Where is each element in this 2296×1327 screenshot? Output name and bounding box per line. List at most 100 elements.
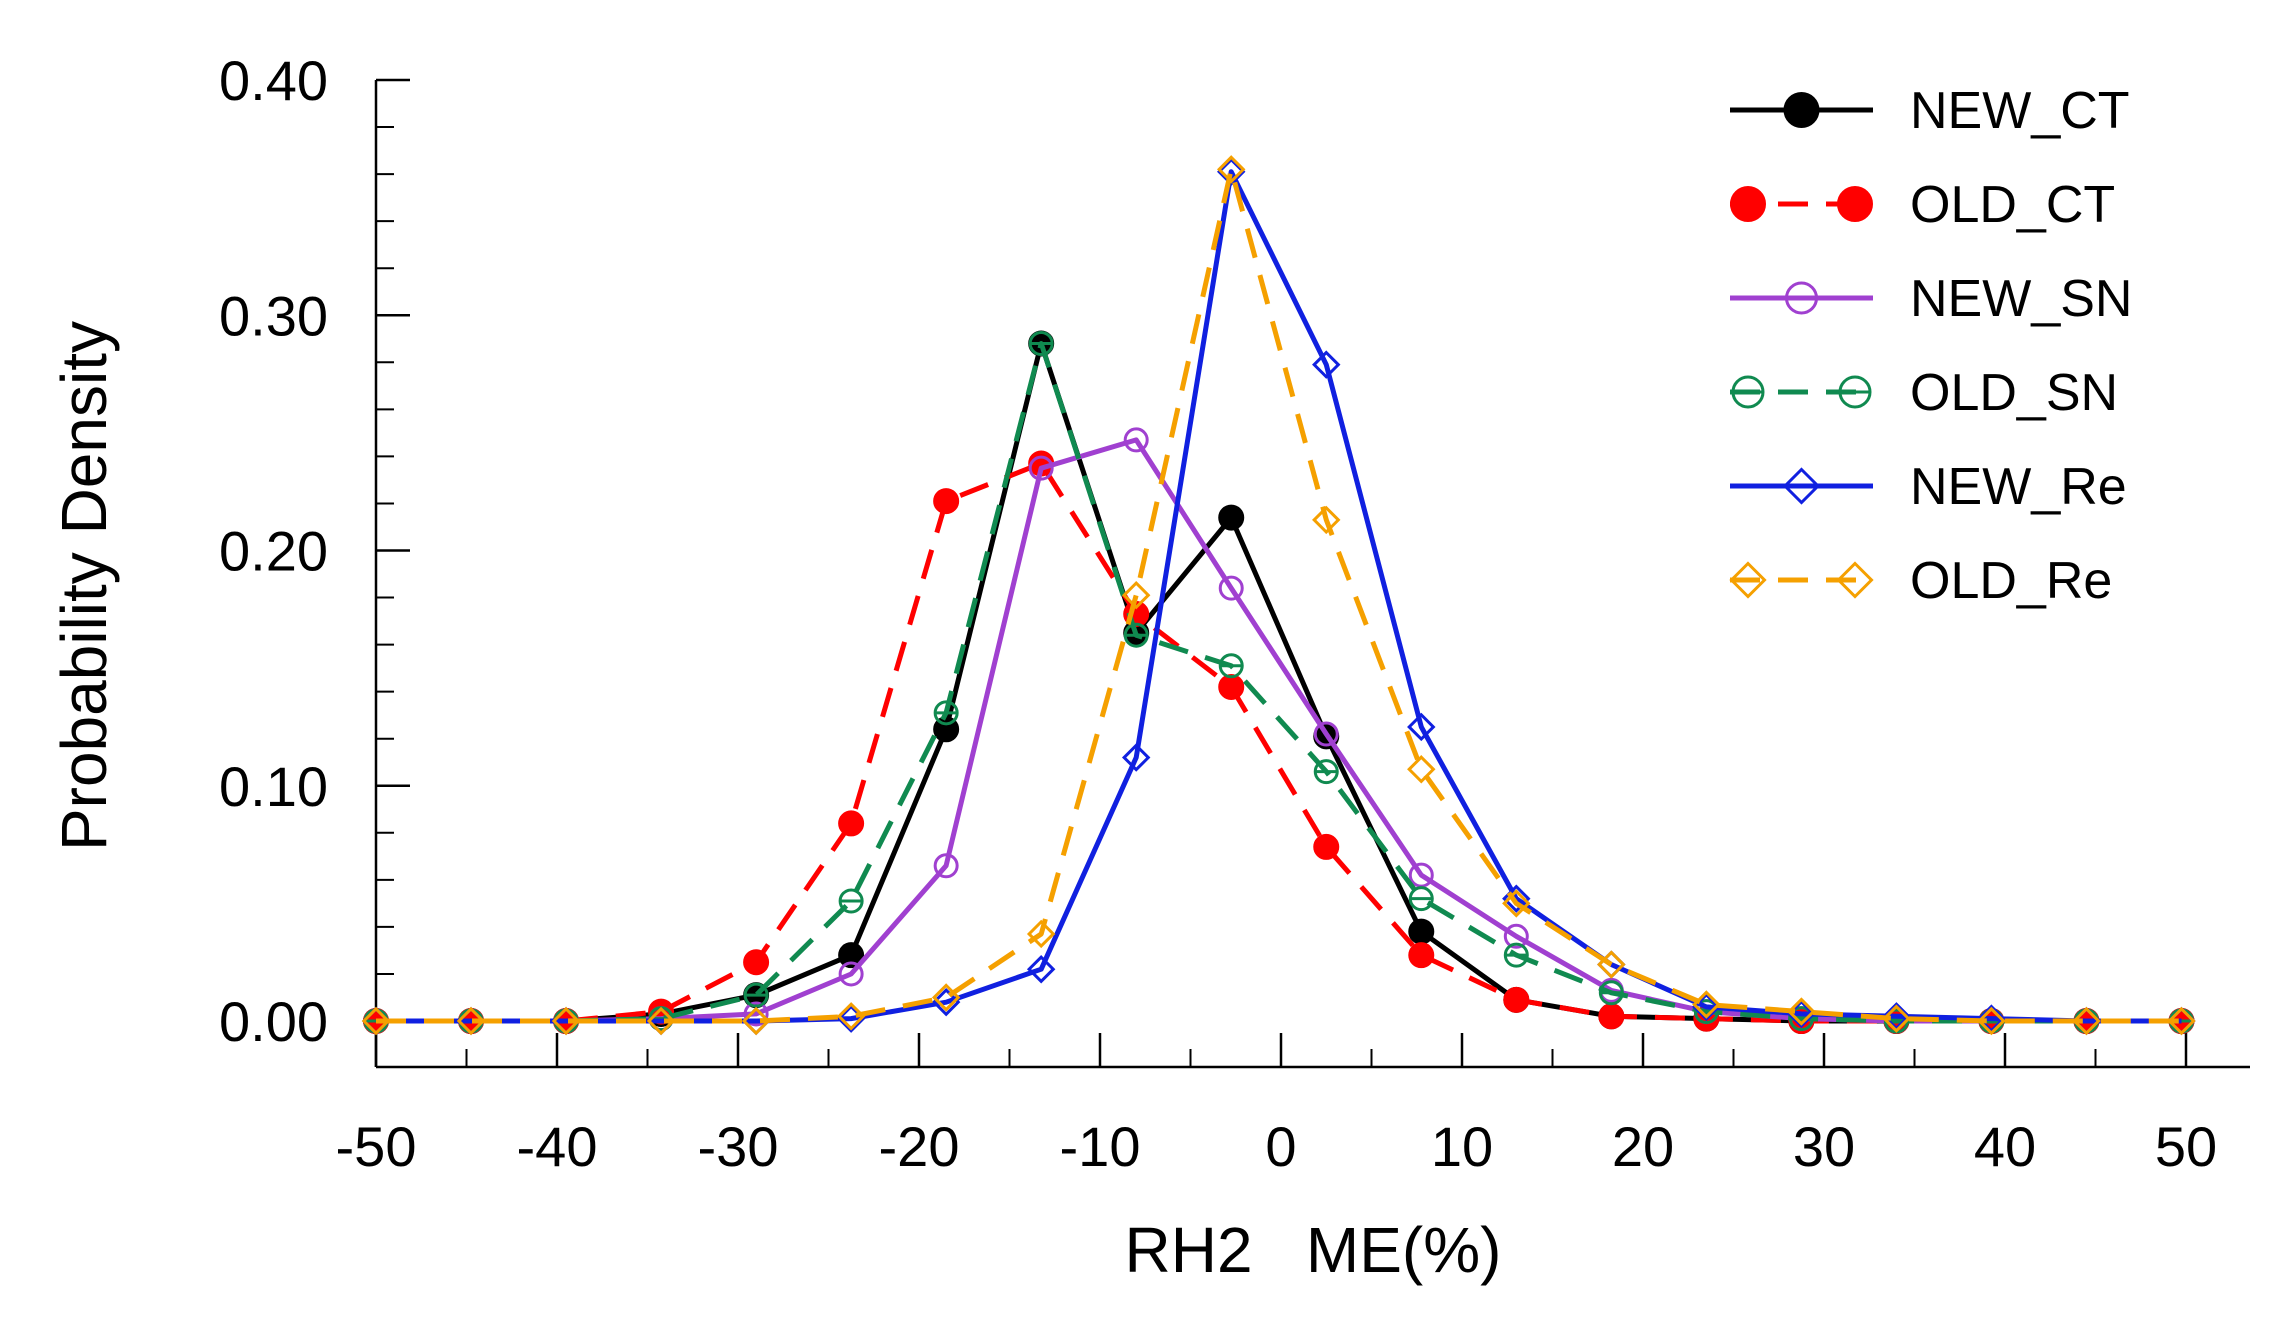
x-tick-label: -10: [1060, 1115, 1141, 1178]
data-point: [838, 888, 864, 914]
data-point: [743, 949, 770, 976]
data-point: [1836, 561, 1874, 599]
data-point: [1313, 721, 1339, 747]
legend-label: OLD_SN: [1910, 364, 2118, 422]
x-tick-label: 0: [1265, 1115, 1296, 1178]
data-point: [1313, 759, 1339, 785]
y-tick-label: 0.40: [219, 49, 328, 112]
data-point: [1121, 580, 1151, 610]
data-point: [1218, 504, 1245, 531]
x-tick-label: -50: [336, 1115, 417, 1178]
x-tick-label: -30: [698, 1115, 779, 1178]
axes: 0.00 0.10 0.20 0.30 0.40 -50 -40 -30 -20 -10 0 10 20…: [219, 49, 2250, 1178]
data-point: [1408, 862, 1434, 888]
data-point: [1783, 92, 1820, 128]
data-point: [1731, 375, 1765, 409]
data-point: [1502, 889, 1531, 918]
x-tick-label: 40: [1974, 1115, 2036, 1178]
x-tick-label: 50: [2155, 1115, 2217, 1178]
data-point: [931, 983, 961, 1012]
y-tick-label: 0.10: [219, 755, 328, 818]
data-point: [361, 1006, 391, 1036]
data-point: [741, 1006, 771, 1036]
data-point: [933, 488, 960, 515]
data-point: [1121, 743, 1151, 772]
series-line: [376, 437, 2182, 1024]
legend-item: OLD_Re: [1729, 552, 2112, 610]
data-point: [1408, 942, 1435, 969]
series-line: [376, 166, 2182, 1024]
x-axis-title: RH2 ME(%): [1125, 1214, 1502, 1286]
series-line: [376, 341, 2182, 1024]
data-point: [836, 1002, 866, 1031]
data-point: [1217, 157, 1246, 186]
legend-label: NEW_Re: [1910, 458, 2127, 516]
data-point: [1218, 653, 1244, 679]
data-point: [743, 1001, 769, 1027]
data-point: [551, 1006, 581, 1036]
legend-item: OLD_CT: [1730, 176, 2115, 234]
x-tick-label: -20: [879, 1115, 960, 1178]
data-point: [1782, 467, 1821, 505]
legend-label: OLD_CT: [1910, 176, 2115, 234]
data-point: [1312, 505, 1341, 535]
data-point: [1407, 755, 1436, 784]
data-point: [1787, 997, 1816, 1026]
data-point: [1028, 455, 1054, 481]
y-tick-label: 0.30: [219, 284, 328, 347]
legend-label: NEW_CT: [1910, 82, 2130, 140]
data-point: [1503, 923, 1529, 949]
data-point: [1729, 561, 1767, 599]
data-point: [1882, 1002, 1911, 1031]
data-point: [1598, 980, 1624, 1006]
data-point: [1218, 673, 1245, 700]
data-point: [1503, 986, 1530, 1013]
data-point: [1218, 575, 1244, 601]
legend-item: NEW_Re: [1730, 458, 2127, 516]
data-point: [1313, 833, 1340, 860]
data-point: [838, 961, 864, 987]
data-point: [1123, 622, 1149, 648]
data-point: [931, 987, 961, 1017]
x-tick-label: -40: [517, 1115, 598, 1178]
data-point: [1217, 155, 1246, 184]
data-point: [1408, 918, 1435, 945]
legend: NEW_CT OLD_CT NEW_SN OLD_SN NEW_Re OLD_Re: [1729, 82, 2132, 610]
data-point: [646, 1006, 676, 1036]
data-point: [1123, 427, 1149, 453]
series-old-sn: [363, 330, 2194, 1034]
y-tick-label: 0.00: [219, 990, 328, 1053]
data-point: [933, 853, 959, 879]
data-point: [1977, 1006, 2006, 1036]
data-point: [1026, 955, 1056, 984]
series-old-ct: [363, 450, 2195, 1034]
series-new-sn: [363, 427, 2194, 1034]
series-old-re: [361, 155, 2196, 1036]
data-point: [1598, 1003, 1625, 1030]
x-tick-label: 30: [1793, 1115, 1855, 1178]
data-point: [1407, 712, 1436, 742]
data-point: [1730, 186, 1766, 222]
data-point: [1838, 375, 1872, 409]
legend-item: NEW_CT: [1730, 82, 2130, 140]
data-point: [456, 1006, 486, 1036]
series-new-ct: [363, 330, 2195, 1034]
data-point: [2167, 1006, 2196, 1036]
data-point: [838, 810, 865, 837]
data-point: [2072, 1006, 2101, 1036]
data-point: [1028, 330, 1054, 356]
y-tick-label: 0.20: [219, 520, 328, 583]
data-point: [1977, 1004, 2006, 1033]
data-point: [743, 982, 769, 1008]
data-point: [838, 942, 865, 969]
legend-item: OLD_SN: [1730, 364, 2118, 422]
data-point: [1312, 350, 1341, 379]
legend-label: NEW_SN: [1910, 270, 2132, 328]
data-point: [1503, 942, 1529, 968]
data-point: [1408, 886, 1434, 912]
series-line: [376, 341, 2182, 1024]
data-point: [1785, 281, 1818, 315]
data-point: [933, 700, 959, 726]
x-tick-label: 10: [1431, 1115, 1493, 1178]
